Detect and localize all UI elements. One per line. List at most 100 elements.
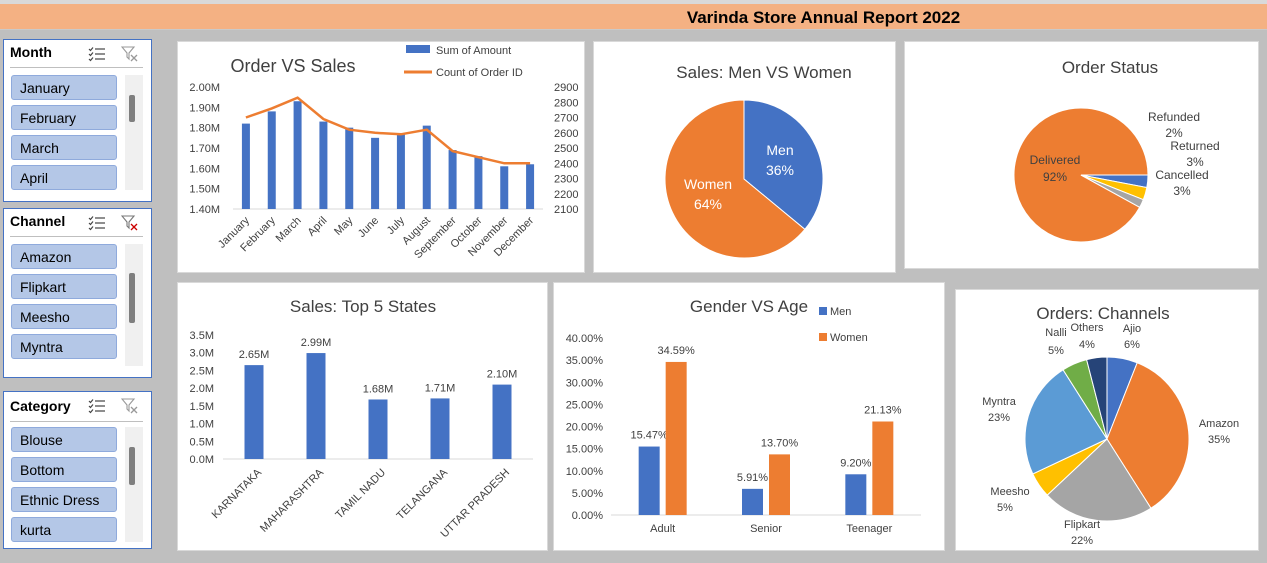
data-label-refunded: Refunded	[1148, 110, 1200, 124]
data-label-men-teenager: 9.20%	[840, 457, 871, 469]
multi-select-icon[interactable]	[88, 398, 106, 414]
slicer-scrollbar[interactable]	[125, 75, 143, 190]
slicer-item-meesho[interactable]: Meesho	[11, 304, 117, 329]
data-label-men-senior: 5.91%	[737, 472, 768, 484]
slice-value-men: 36%	[766, 162, 794, 178]
slicer-scroll-thumb[interactable]	[129, 447, 135, 485]
chart-order-status[interactable]: Order Status Delivered 92% Cancelled 3% Retur…	[904, 41, 1259, 269]
y-tick-label: 1.50M	[189, 184, 220, 196]
slicer-item-april[interactable]: April	[11, 165, 117, 190]
y2-tick-label: 2300	[554, 174, 578, 186]
top-states-svg: Sales: Top 5 States 3.5M 3.0M 2.5M 2.0M 1.5M 1…	[190, 297, 533, 540]
data-label-ajio: Ajio	[1123, 323, 1141, 335]
bar-telangana	[430, 398, 450, 459]
bar-january	[241, 123, 250, 209]
bar-maharashtra	[306, 353, 326, 459]
legend-label-count-of-order-id: Count of Order ID	[436, 67, 523, 79]
bar-march	[293, 101, 302, 209]
y-tick-label: 40.00%	[566, 333, 604, 345]
slice-value-delivered: 92%	[1043, 170, 1067, 184]
clear-filter-icon[interactable]	[121, 215, 139, 231]
y-tick-label: 20.00%	[566, 422, 604, 434]
data-label-nalli: Nalli	[1045, 327, 1066, 339]
y-tick-label: 0.0M	[190, 454, 214, 466]
slicer-month[interactable]: Month January February March April	[3, 39, 152, 202]
clear-filter-icon[interactable]	[121, 398, 139, 414]
data-value-myntra: 23%	[988, 412, 1010, 424]
line-series-count-of-order-id	[245, 96, 531, 165]
data-label-telangana: 1.71M	[425, 382, 456, 394]
x-tick-march: March	[274, 215, 304, 245]
slicer-item-myntra[interactable]: Myntra	[11, 334, 117, 359]
slicer-item-february[interactable]: February	[11, 105, 117, 130]
y-tick-label: 1.5M	[190, 401, 214, 413]
pie-slice-women	[664, 99, 806, 259]
chart-title: Orders: Channels	[1036, 304, 1169, 323]
bar-uttar-pradesh	[492, 384, 512, 459]
slicer-category[interactable]: Category Blouse Bottom Ethnic Dress kurt…	[3, 391, 152, 549]
bar-august	[422, 125, 431, 209]
data-label-flipkart: Flipkart	[1064, 519, 1100, 531]
slicer-item-ethnic-dress[interactable]: Ethnic Dress	[11, 487, 117, 512]
bar-september	[448, 150, 457, 209]
slicer-item-march[interactable]: March	[11, 135, 117, 160]
data-label-women-adult: 34.59%	[658, 345, 696, 357]
data-label-cancelled: Cancelled	[1155, 168, 1208, 182]
data-value-refunded: 2%	[1165, 126, 1183, 140]
y-tick-label: 2.00M	[189, 82, 220, 94]
report-title: Varinda Store Annual Report 2022	[686, 8, 961, 27]
chart-orders-channels[interactable]: Orders: Channels Ajio 6% Amazon 35% Flipkart 2…	[955, 289, 1259, 551]
data-label-meesho: Meesho	[990, 486, 1029, 498]
legend-swatch-women	[819, 333, 827, 341]
slicer-channel[interactable]: Channel Amazon Flipkart Meesho Myntra	[3, 208, 152, 378]
y-tick-label: 0.5M	[190, 436, 214, 448]
slicer-divider	[10, 421, 143, 422]
multi-select-icon[interactable]	[88, 46, 106, 62]
y2-tick-label: 2100	[554, 204, 578, 216]
slicer-item-january[interactable]: January	[11, 75, 117, 100]
x-tick-teenager: Teenager	[846, 523, 892, 535]
y-tick-label: 25.00%	[566, 399, 604, 411]
slice-label-delivered: Delivered	[1030, 153, 1081, 167]
bar-may	[345, 127, 354, 209]
bar-april	[319, 121, 328, 209]
slicer-scroll-thumb[interactable]	[129, 95, 135, 122]
y-tick-label: 30.00%	[566, 377, 604, 389]
slice-label-women: Women	[684, 176, 732, 192]
bar-women-adult	[665, 361, 687, 515]
slicer-item-flipkart[interactable]: Flipkart	[11, 274, 117, 299]
y-tick-label: 1.40M	[189, 204, 220, 216]
data-label-tamil-nadu: 1.68M	[363, 383, 394, 395]
data-label-uttar-pradesh: 2.10M	[487, 369, 518, 381]
bar-men-adult	[638, 446, 660, 515]
chart-gender-vs-age[interactable]: Gender VS Age 40.00% 35.00% 30.00% 25.00% 20.…	[553, 282, 945, 551]
data-value-flipkart: 22%	[1071, 535, 1093, 547]
x-tick-april: April	[305, 215, 329, 239]
x-tick-maharashtra: MAHARASHTRA	[258, 466, 327, 535]
bar-men-teenager	[845, 474, 867, 515]
pie-slice-others	[1086, 356, 1108, 440]
slicer-item-kurta[interactable]: kurta	[11, 517, 117, 542]
slicer-item-bottom[interactable]: Bottom	[11, 457, 117, 482]
data-value-returned: 3%	[1186, 155, 1204, 169]
chart-order-vs-sales[interactable]: Order VS Sales 2.00M 1.90M 1.80M 1.70M 1.60M 1…	[177, 41, 585, 273]
data-value-amazon: 35%	[1208, 434, 1230, 446]
multi-select-icon[interactable]	[88, 215, 106, 231]
data-label-karnataka: 2.65M	[239, 349, 270, 361]
y2-tick-label: 2900	[554, 82, 578, 94]
slicer-item-amazon[interactable]: Amazon	[11, 244, 117, 269]
y-tick-label: 1.70M	[189, 143, 220, 155]
y2-tick-label: 2200	[554, 189, 578, 201]
data-value-nalli: 5%	[1048, 345, 1064, 357]
legend-label-sum-of-amount: Sum of Amount	[436, 45, 511, 57]
clear-filter-icon[interactable]	[121, 46, 139, 62]
data-label-myntra: Myntra	[982, 396, 1017, 408]
chart-top-5-states[interactable]: Sales: Top 5 States 3.5M 3.0M 2.5M 2.0M 1.5M 1…	[177, 282, 548, 551]
bar-october	[474, 156, 483, 209]
slicer-scroll-thumb[interactable]	[129, 273, 135, 323]
chart-sales-men-vs-women[interactable]: Sales: Men VS Women Men 36% Women 64%	[593, 41, 896, 273]
bar-men-senior	[742, 488, 763, 515]
slicer-divider	[10, 236, 143, 237]
slicer-item-blouse[interactable]: Blouse	[11, 427, 117, 452]
